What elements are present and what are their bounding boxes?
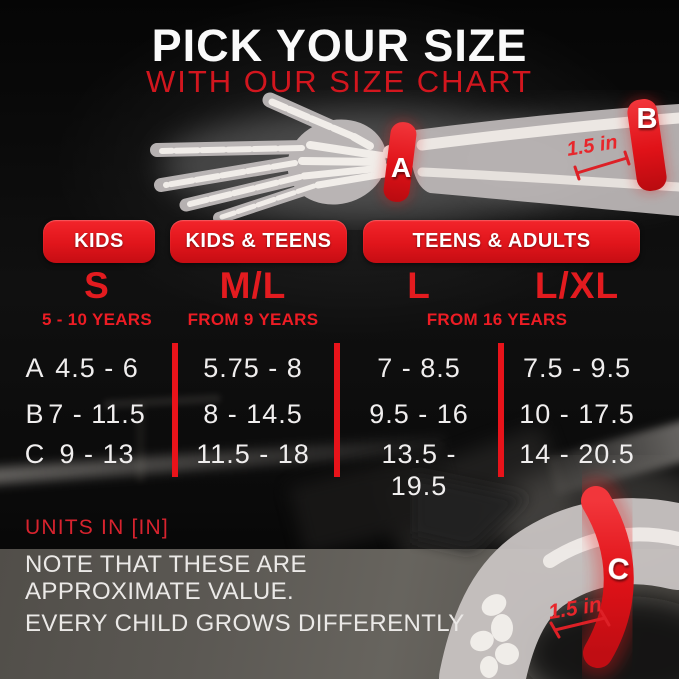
measurement-line-bottom	[549, 609, 611, 639]
note-line-3: EVERY CHILD GROWS DIFFERENTLY	[25, 610, 465, 637]
elbow-xray-diagram: C 1.5 in	[410, 462, 679, 679]
row-label-a: A	[25, 353, 45, 383]
size-ml: M/L	[219, 265, 287, 306]
arm-xray-diagram: A B 1.5 in	[150, 92, 679, 224]
measurement-line	[573, 150, 631, 181]
row-label-b: B	[25, 399, 45, 429]
page-subtitle: WITH OUR SIZE CHART	[145, 64, 534, 99]
column-divider-3	[498, 343, 504, 477]
table-cell: 7 - 8.5	[377, 353, 461, 383]
table-cell: 8 - 14.5	[203, 399, 303, 429]
table-cell: 9.5 - 16	[369, 399, 469, 429]
table-cell: 10 - 17.5	[519, 399, 635, 429]
elbow-bones	[470, 594, 519, 678]
row-label-c: C	[24, 439, 46, 469]
column-divider-1	[172, 343, 178, 477]
table-cell: 7.5 - 9.5	[522, 353, 632, 383]
age-range-l-lxl: FROM 16 YEARS	[426, 310, 568, 329]
table-cell: 9 - 13	[59, 439, 135, 469]
band-a-label: A	[391, 152, 411, 183]
size-lxl: L/XL	[534, 265, 620, 306]
age-range-ml: FROM 9 YEARS	[187, 310, 319, 329]
forearm-silhouette	[410, 104, 679, 216]
group-pill-kids-teens: KIDS & TEENS	[170, 220, 347, 263]
column-divider-2	[334, 343, 340, 477]
group-pill-kids: KIDS	[43, 220, 155, 263]
units-label: UNITS IN [IN]	[25, 516, 169, 539]
note-line-2: APPROXIMATE VALUE.	[25, 578, 295, 605]
page-title: PICK YOUR SIZE	[151, 20, 528, 71]
upper-arm-band-c	[581, 486, 634, 668]
hand-bones	[159, 98, 388, 220]
table-cell: 7 - 11.5	[48, 399, 146, 429]
age-range-s: 5 - 10 YEARS	[41, 310, 153, 329]
table-cell: 14 - 20.5	[519, 439, 635, 469]
wrist-band-a	[381, 119, 419, 205]
band-c-label: C	[606, 552, 631, 587]
dark-photo-shape	[410, 473, 528, 551]
size-s: S	[84, 265, 110, 306]
table-cell: 11.5 - 18	[196, 439, 310, 469]
table-cell: 13.5 - 19.5	[381, 439, 457, 501]
table-cell: 5.75 - 8	[203, 353, 303, 383]
band-b-label: B	[637, 103, 658, 135]
forearm-band-b	[625, 96, 669, 194]
background-bench-leg	[136, 402, 145, 482]
table-cell: 4.5 - 6	[55, 353, 139, 383]
note-line-1: NOTE THAT THESE ARE	[25, 551, 307, 578]
size-l: L	[407, 265, 431, 306]
group-pill-teens-adults: TEENS & ADULTS	[363, 220, 640, 263]
